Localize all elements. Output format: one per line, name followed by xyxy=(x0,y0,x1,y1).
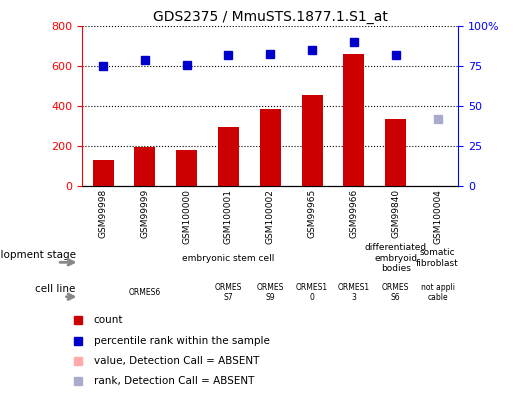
Text: ORMES
S7: ORMES S7 xyxy=(215,283,242,302)
Text: somatic
fibroblast: somatic fibroblast xyxy=(416,249,459,268)
Text: GSM100000: GSM100000 xyxy=(182,189,191,244)
Text: differentiated
embryoid
bodies: differentiated embryoid bodies xyxy=(365,243,427,273)
Text: embryonic stem cell: embryonic stem cell xyxy=(182,254,275,263)
Text: cell line: cell line xyxy=(35,284,75,294)
Text: GSM100001: GSM100001 xyxy=(224,189,233,244)
Text: ORMES1
0: ORMES1 0 xyxy=(296,283,328,302)
Text: ORMES1
3: ORMES1 3 xyxy=(338,283,370,302)
Bar xyxy=(93,160,113,186)
Text: GSM99840: GSM99840 xyxy=(391,189,400,238)
Text: GSM99966: GSM99966 xyxy=(349,189,358,238)
Text: GSM100002: GSM100002 xyxy=(266,189,275,244)
Bar xyxy=(260,109,281,186)
Text: ORMES
S6: ORMES S6 xyxy=(382,283,409,302)
Text: rank, Detection Call = ABSENT: rank, Detection Call = ABSENT xyxy=(94,376,254,386)
Bar xyxy=(385,119,406,186)
Text: GSM99965: GSM99965 xyxy=(307,189,316,238)
Text: count: count xyxy=(94,315,123,325)
Text: value, Detection Call = ABSENT: value, Detection Call = ABSENT xyxy=(94,356,259,366)
Title: GDS2375 / MmuSTS.1877.1.S1_at: GDS2375 / MmuSTS.1877.1.S1_at xyxy=(153,10,388,24)
Text: not appli
cable: not appli cable xyxy=(420,283,455,302)
Bar xyxy=(343,54,364,186)
Bar xyxy=(218,127,239,186)
Text: GSM99999: GSM99999 xyxy=(140,189,149,238)
Text: GSM100004: GSM100004 xyxy=(433,189,442,244)
Text: ORMES
S9: ORMES S9 xyxy=(257,283,284,302)
Bar xyxy=(176,150,197,186)
Text: GSM99998: GSM99998 xyxy=(99,189,108,238)
Bar xyxy=(135,147,155,186)
Bar xyxy=(302,95,323,186)
Text: percentile rank within the sample: percentile rank within the sample xyxy=(94,336,270,345)
Text: ORMES6: ORMES6 xyxy=(129,288,161,297)
Text: development stage: development stage xyxy=(0,249,75,260)
